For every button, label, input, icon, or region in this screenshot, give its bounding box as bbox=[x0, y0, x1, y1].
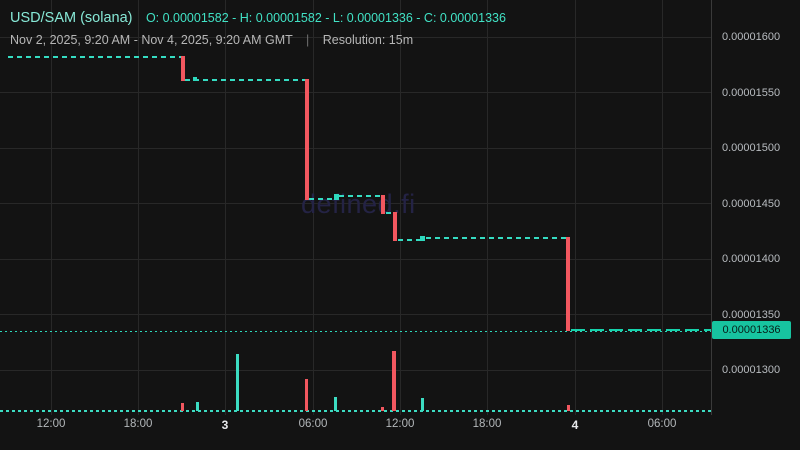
gridline-vertical bbox=[138, 0, 139, 415]
time-tick-label: 18:00 bbox=[472, 418, 502, 430]
down-candle bbox=[393, 212, 397, 242]
price-tick-label: 0.00001500 bbox=[722, 142, 781, 154]
ohlc-values: O: 0.00001582 - H: 0.00001582 - L: 0.000… bbox=[145, 11, 506, 25]
gridline-horizontal bbox=[0, 36, 711, 38]
down-candle bbox=[181, 55, 185, 82]
price-axis-line bbox=[711, 0, 712, 415]
up-candle bbox=[334, 193, 339, 201]
time-tick-label: 4 bbox=[571, 418, 579, 432]
date-range: Nov 2, 2025, 9:20 AM - Nov 4, 2025, 9:20… bbox=[10, 32, 293, 47]
price-tick-label: 0.00001350 bbox=[722, 308, 781, 321]
gridline-vertical bbox=[487, 0, 488, 415]
time-tick-label: 06:00 bbox=[647, 418, 677, 430]
gridline-vertical bbox=[51, 0, 52, 415]
up-candle bbox=[420, 235, 425, 242]
volume-bar bbox=[236, 354, 239, 411]
price-tick-label: 0.00001450 bbox=[722, 197, 781, 210]
time-tick-label: 3 bbox=[221, 418, 229, 432]
price-step-segment bbox=[386, 212, 393, 215]
gridline-vertical bbox=[400, 0, 401, 415]
volume-bar bbox=[181, 403, 184, 411]
time-tick-label: 12:00 bbox=[36, 418, 66, 430]
gridline-horizontal bbox=[0, 314, 711, 315]
current-price-line bbox=[0, 331, 711, 333]
volume-bar bbox=[305, 379, 308, 411]
price-step-segment bbox=[398, 239, 420, 242]
gridline-vertical bbox=[313, 0, 314, 415]
down-candle bbox=[305, 79, 309, 201]
gridline-horizontal bbox=[0, 203, 711, 204]
price-step-segment bbox=[339, 194, 381, 197]
time-tick-label: 06:00 bbox=[298, 418, 328, 430]
down-candle bbox=[381, 194, 385, 215]
chart-header: USD/SAM (solana) O: 0.00001582 - H: 0.00… bbox=[10, 7, 506, 48]
price-step-segment bbox=[8, 55, 181, 58]
volume-bar bbox=[567, 405, 570, 411]
gridline-vertical bbox=[225, 0, 226, 415]
current-price-label: 0.00001336 bbox=[712, 321, 791, 340]
time-tick-label: 18:00 bbox=[123, 418, 153, 430]
header-symbol-row: USD/SAM (solana) O: 0.00001582 - H: 0.00… bbox=[10, 7, 506, 29]
price-tick-label: 0.00001550 bbox=[722, 86, 781, 99]
down-candle bbox=[566, 236, 570, 332]
price-step-segment bbox=[309, 198, 333, 201]
price-step-segment bbox=[571, 329, 711, 332]
price-step-segment bbox=[185, 79, 305, 82]
gridline-horizontal bbox=[0, 258, 711, 260]
separator: | bbox=[306, 32, 310, 47]
up-candle bbox=[193, 77, 197, 82]
gridline-horizontal bbox=[0, 369, 711, 371]
volume-bar bbox=[381, 407, 384, 411]
gridline-vertical bbox=[575, 0, 576, 415]
time-tick-label: 12:00 bbox=[385, 418, 415, 430]
gridline-horizontal bbox=[0, 147, 711, 149]
symbol-name: USD/SAM (solana) bbox=[10, 10, 133, 26]
price-tick-label: 0.00001400 bbox=[722, 253, 781, 265]
price-step-segment bbox=[426, 236, 566, 239]
volume-bar bbox=[334, 397, 337, 411]
gridline-vertical bbox=[662, 0, 663, 415]
header-range-row: Nov 2, 2025, 9:20 AM - Nov 4, 2025, 9:20… bbox=[10, 32, 506, 49]
volume-bar bbox=[421, 398, 424, 411]
price-tick-label: 0.00001600 bbox=[722, 31, 781, 43]
volume-bar bbox=[196, 402, 199, 411]
volume-baseline bbox=[0, 410, 711, 412]
resolution-label: Resolution: 15m bbox=[322, 32, 414, 47]
price-tick-label: 0.00001300 bbox=[722, 364, 781, 376]
volume-bar bbox=[392, 351, 396, 411]
gridline-horizontal bbox=[0, 92, 711, 93]
